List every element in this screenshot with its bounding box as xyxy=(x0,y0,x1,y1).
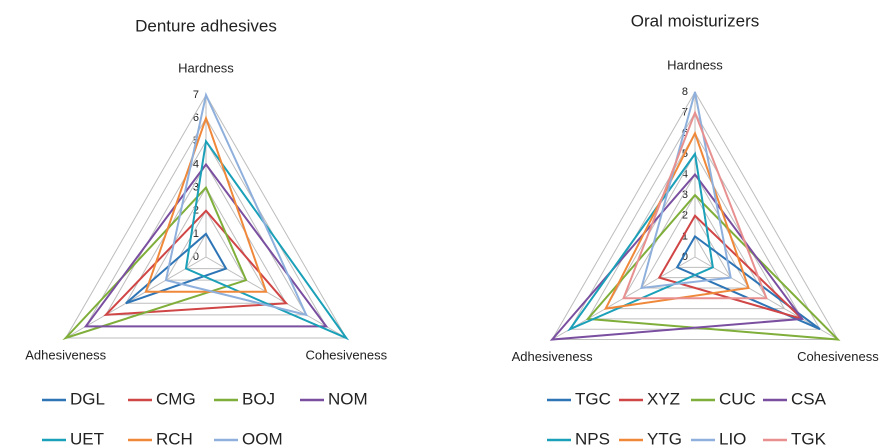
series-line xyxy=(184,138,350,341)
grid-line xyxy=(104,140,308,316)
grid-line xyxy=(551,90,839,340)
tick-label: 8 xyxy=(682,86,688,98)
series-line xyxy=(640,91,732,290)
series-line xyxy=(125,232,228,305)
legend-label: CMG xyxy=(156,389,196,408)
axis-label: Cohesiveness xyxy=(797,349,879,364)
axis-label: Adhesiveness xyxy=(512,349,593,364)
axis-line xyxy=(205,256,347,339)
legend-label: YTG xyxy=(647,429,682,448)
chart-title: Denture adhesives xyxy=(135,16,277,35)
axis-label: Hardness xyxy=(667,57,723,72)
tick-label: 4 xyxy=(193,158,199,170)
tick-label: 7 xyxy=(193,89,199,101)
legend-label: BOJ xyxy=(242,389,275,408)
grid-line xyxy=(569,111,821,330)
series-line xyxy=(622,109,768,300)
series-line xyxy=(549,172,805,341)
axis-label: Adhesiveness xyxy=(25,347,106,362)
legend-label: DGL xyxy=(70,389,105,408)
legend-label: NPS xyxy=(575,429,610,448)
series-line xyxy=(164,91,308,317)
chart-title: Oral moisturizers xyxy=(631,11,759,30)
legend-label: RCH xyxy=(156,429,193,448)
tick-label: 2 xyxy=(682,210,688,222)
grid-line xyxy=(586,132,804,320)
tick-label: 4 xyxy=(682,168,688,180)
legend-label: TGC xyxy=(575,389,611,408)
grid-line xyxy=(64,93,348,339)
legend-label: UET xyxy=(70,429,104,448)
tick-label: 6 xyxy=(193,112,199,124)
tick-label: 1 xyxy=(193,228,199,240)
tick-label: 6 xyxy=(682,127,688,139)
axis-label: Hardness xyxy=(178,60,234,75)
tick-label: 0 xyxy=(193,251,199,263)
legend-label: XYZ xyxy=(647,389,680,408)
legend-label: TGK xyxy=(791,429,827,448)
series-line xyxy=(144,115,268,293)
series-line xyxy=(585,193,841,341)
tick-label: 3 xyxy=(682,189,688,201)
legend-label: LIO xyxy=(719,429,746,448)
legend-label: NOM xyxy=(328,389,368,408)
legend-label: CSA xyxy=(791,389,827,408)
tick-label: 1 xyxy=(682,230,688,242)
series-line xyxy=(83,162,329,328)
tick-label: 3 xyxy=(193,181,199,193)
axis-label: Cohesiveness xyxy=(305,347,387,362)
tick-label: 7 xyxy=(682,107,688,119)
legend-label: CUC xyxy=(719,389,756,408)
tick-label: 0 xyxy=(682,251,688,263)
grid-line xyxy=(165,209,247,281)
axis-line xyxy=(65,256,207,339)
series-line xyxy=(62,185,248,341)
legend-label: OOM xyxy=(242,429,283,448)
